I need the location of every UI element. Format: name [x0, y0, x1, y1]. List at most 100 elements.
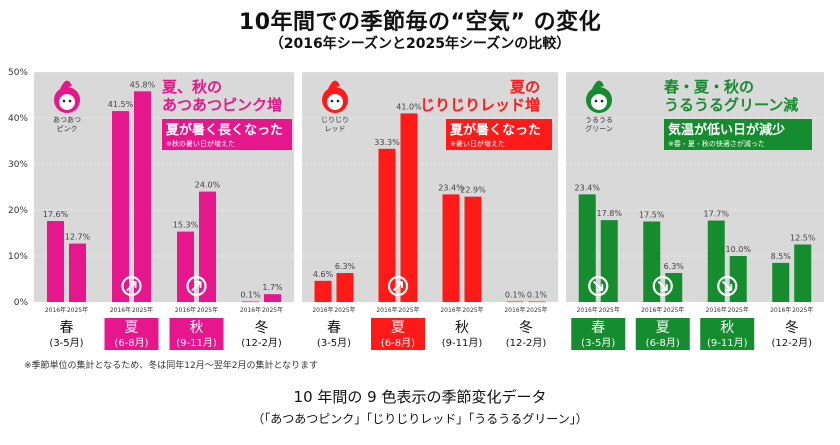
data-label: 41.0%	[396, 102, 422, 111]
message-box-note: ※暑い日が増えた	[450, 139, 505, 148]
arrow-up-icon	[387, 275, 409, 297]
mascot-caption: うるうる	[585, 116, 613, 124]
bar	[528, 301, 546, 303]
bar	[772, 262, 790, 302]
x-year-label: 2016年	[312, 306, 333, 314]
x-year-label: 2016年	[706, 306, 727, 314]
season-label: 秋	[455, 320, 469, 336]
data-label: 41.5%	[108, 100, 134, 109]
season-highlight	[104, 318, 159, 350]
data-label: 33.3%	[374, 138, 400, 147]
x-year-label: 2025年	[197, 306, 218, 314]
footnote: ※季節単位の集計となるため、冬は同年12月～翌年2月の集計となります	[24, 361, 319, 371]
bar	[707, 220, 725, 302]
data-label: 6.3%	[664, 262, 685, 271]
bar	[506, 301, 524, 303]
mascot-face	[327, 94, 343, 110]
data-label: 0.1%	[505, 291, 526, 300]
data-label: 12.5%	[790, 234, 816, 243]
x-year-label: 2016年	[240, 306, 261, 314]
bar	[578, 194, 596, 302]
mascot-caption: あつあつ	[53, 116, 81, 124]
arrow-down-glyph	[657, 281, 668, 291]
mascot-eye	[330, 99, 334, 103]
x-year-label: 2025年	[462, 306, 483, 314]
footer-subcaption: （「あつあつピンク」「じりじりレッド」「うるうるグリーン」）	[252, 412, 588, 426]
data-label: 23.4%	[438, 183, 464, 192]
season-label: 冬	[255, 320, 269, 336]
y-tick-label: 50%	[8, 68, 28, 78]
season-months-label: (9-11月)	[707, 337, 748, 349]
bar	[199, 191, 216, 302]
bar	[794, 244, 812, 302]
x-year-label: 2016年	[641, 306, 662, 314]
x-year-label: 2025年	[599, 306, 620, 314]
footer-caption: 10 年間の 9 色表示の季節変化データ	[293, 388, 547, 406]
mascot-eye	[336, 99, 340, 103]
x-year-label: 2016年	[110, 306, 131, 314]
panel-headline: 春・夏・秋の	[664, 78, 754, 96]
x-year-label: 2025年	[262, 306, 283, 314]
bar	[47, 221, 64, 302]
y-tick-label: 10%	[8, 252, 28, 262]
chart-title: 10年間での季節毎の“空気” の変化	[238, 10, 602, 35]
x-year-label: 2025年	[398, 306, 419, 314]
data-label: 0.1%	[527, 291, 548, 300]
data-label: 10.0%	[726, 245, 752, 254]
bar	[112, 111, 129, 302]
season-comparison-chart: 0% 10% 20% 30% 40% 50% あつあつピンク 夏、秋のあつあつピンク増夏が暑く…	[8, 68, 824, 350]
arrow-down-icon	[717, 275, 738, 297]
season-label: 夏	[391, 320, 405, 336]
mascot-eye	[600, 99, 604, 103]
bar	[134, 91, 151, 302]
data-label: 22.9%	[460, 186, 486, 195]
season-label: 秋	[720, 320, 734, 336]
season-highlight	[571, 318, 626, 350]
season-highlight	[169, 318, 224, 350]
bar	[264, 294, 281, 302]
data-label: 17.6%	[43, 210, 69, 219]
bar	[643, 221, 661, 302]
mascot-caption: じりじり	[321, 116, 349, 124]
mascot-leaf	[60, 80, 72, 89]
data-label: 4.6%	[313, 270, 334, 279]
data-label: 45.8%	[130, 80, 156, 89]
panel-headline: 夏の	[509, 78, 540, 96]
bar	[442, 194, 460, 302]
data-label: 0.1%	[240, 291, 261, 300]
panel-headline: じりじりレッド増	[420, 96, 540, 114]
panel-green: うるうるグリーン 春・夏・秋のうるうるグリーン減気温が低い日が減少※春・夏・秋の快…	[566, 71, 824, 350]
x-year-label: 2016年	[577, 306, 598, 314]
arrow-down-icon	[588, 275, 609, 297]
season-months-label: (9-11月)	[176, 337, 217, 349]
x-year-label: 2025年	[792, 306, 813, 314]
season-label: 夏	[656, 320, 670, 336]
data-label: 8.5%	[771, 252, 792, 261]
data-label: 1.7%	[262, 283, 283, 292]
x-year-label: 2016年	[376, 306, 397, 314]
arrow-down-glyph	[593, 281, 604, 291]
season-highlight	[635, 318, 690, 350]
bar	[336, 273, 354, 302]
mascot-eye	[594, 99, 598, 103]
season-months-label: (6-8月)	[114, 337, 148, 349]
x-year-label: 2025年	[526, 306, 547, 314]
arrow-down-glyph	[722, 281, 733, 291]
x-year-label: 2016年	[770, 306, 791, 314]
bar	[69, 243, 86, 302]
season-label: 夏	[125, 320, 139, 336]
x-year-label: 2016年	[440, 306, 461, 314]
x-year-label: 2016年	[45, 306, 66, 314]
x-year-label: 2016年	[504, 306, 525, 314]
data-label: 17.5%	[639, 211, 665, 220]
season-months-label: (9-11月)	[442, 337, 483, 349]
season-highlight	[700, 318, 755, 350]
panel-headline: 夏、秋の	[161, 78, 222, 96]
arrow-up-glyph	[126, 281, 137, 291]
message-box	[664, 119, 812, 150]
season-label: 冬	[519, 320, 533, 336]
data-label: 24.0%	[195, 181, 221, 190]
data-label: 15.3%	[173, 221, 199, 230]
